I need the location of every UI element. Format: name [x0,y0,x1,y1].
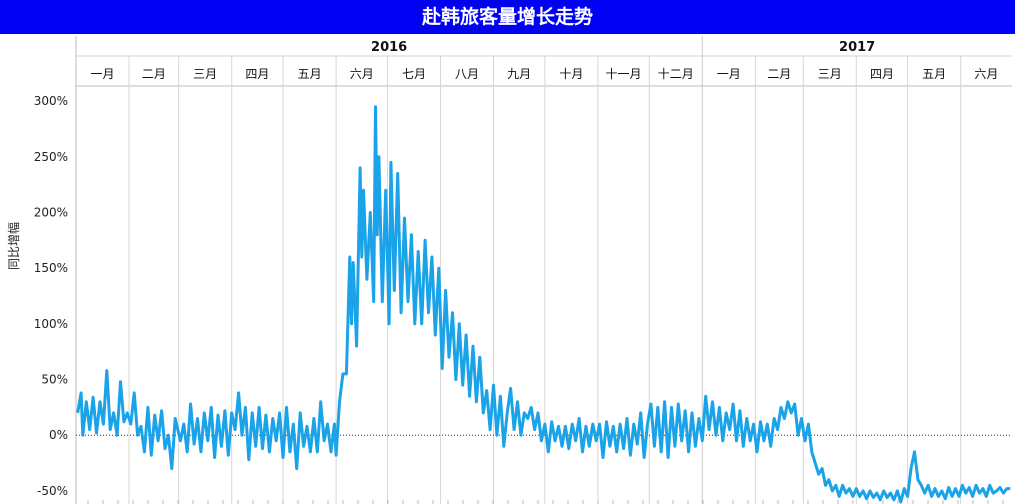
y-tick-label: 100% [34,317,68,331]
month-label: 五月 [922,67,946,81]
month-label: 一月 [91,67,115,81]
y-axis-title: 同比增幅 [6,222,21,270]
month-label: 四月 [245,67,269,81]
month-label: 三月 [193,67,217,81]
y-axis: 300% 250% 200% 150% 100% 50% 0% -50% [34,94,68,498]
month-label: 九月 [507,67,531,81]
month-label: 四月 [870,67,894,81]
month-label: 一月 [717,67,741,81]
line-chart: 2016 一月 二月 三月 四月 五月 六月 七月 八月 九月 十月 十一月 十二月 2017 一月 二月 三月… [6,36,1012,504]
month-label: 十一月 [606,67,642,81]
month-label: 五月 [298,67,322,81]
month-label: 六月 [350,67,374,81]
y-tick-label: 300% [34,94,68,108]
month-label: 八月 [455,67,479,81]
y-tick-label: 50% [41,373,68,387]
month-label: 二月 [767,67,791,81]
series-line [76,105,1011,504]
month-header: 2016 一月 二月 三月 四月 五月 六月 七月 八月 九月 十月 十一月 十二月 2017 一月 二月 三月… [91,40,999,81]
month-label: 十二月 [658,67,694,81]
y-tick-label: 150% [34,261,68,275]
month-label: 三月 [818,67,842,81]
month-label: 二月 [142,67,166,81]
chart-title: 赴韩旅客量增长走势 [0,0,1015,34]
month-label: 十月 [559,67,583,81]
month-label: 七月 [402,67,426,81]
month-label: 六月 [974,67,998,81]
y-tick-label: 200% [34,205,68,219]
y-tick-label: 250% [34,150,68,164]
year-label: 2017 [839,40,875,55]
y-tick-label: 0% [49,428,68,442]
year-label: 2016 [371,40,407,55]
y-tick-label: -50% [37,484,68,498]
